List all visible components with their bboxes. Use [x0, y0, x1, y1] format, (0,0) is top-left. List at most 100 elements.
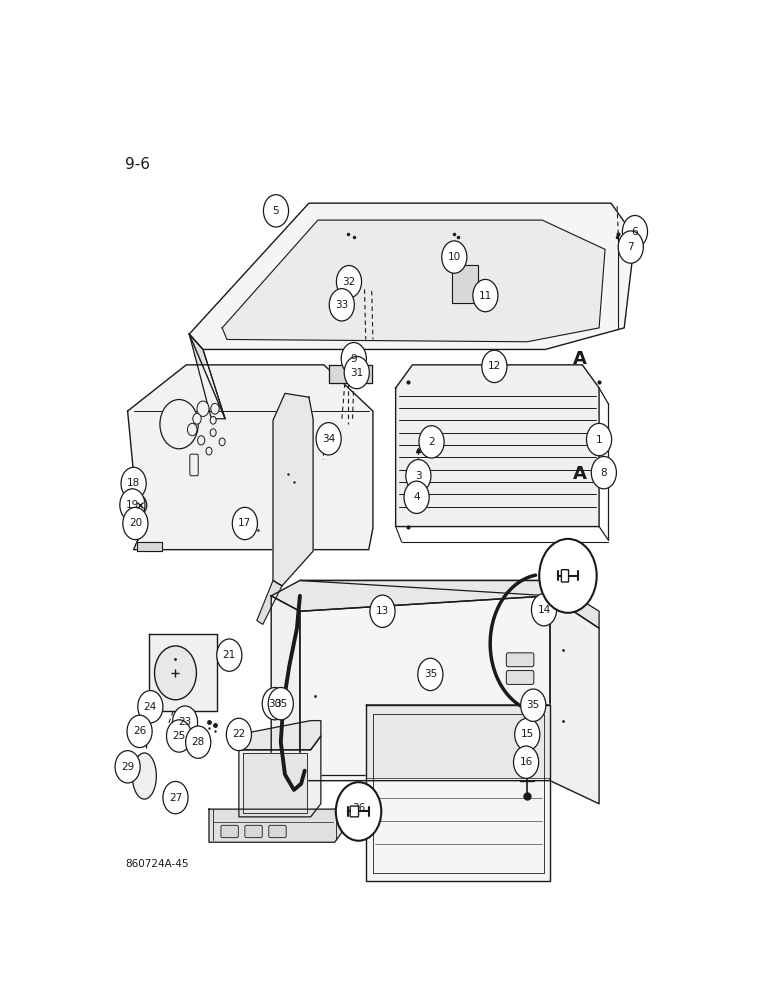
Polygon shape [189, 203, 635, 349]
Circle shape [210, 416, 216, 424]
FancyBboxPatch shape [245, 825, 262, 838]
Circle shape [154, 646, 196, 700]
Circle shape [262, 687, 287, 720]
Circle shape [185, 726, 211, 758]
Text: 9-6: 9-6 [125, 157, 151, 172]
Polygon shape [189, 334, 225, 419]
Text: 33: 33 [335, 300, 348, 310]
Circle shape [341, 343, 367, 375]
Text: 28: 28 [191, 737, 205, 747]
Text: A: A [573, 465, 587, 483]
Polygon shape [239, 736, 321, 817]
Circle shape [336, 782, 381, 841]
Polygon shape [300, 596, 550, 781]
Text: 21: 21 [222, 650, 236, 660]
Circle shape [520, 689, 546, 721]
Polygon shape [209, 796, 345, 842]
Circle shape [472, 279, 498, 312]
Circle shape [419, 426, 444, 458]
Polygon shape [300, 580, 599, 628]
Circle shape [141, 726, 151, 738]
FancyBboxPatch shape [269, 825, 286, 838]
Polygon shape [257, 580, 282, 624]
Text: 30: 30 [268, 699, 281, 709]
Circle shape [263, 195, 289, 227]
Circle shape [418, 658, 443, 691]
Text: 4: 4 [413, 492, 420, 502]
Circle shape [337, 266, 361, 298]
Polygon shape [550, 596, 599, 804]
Circle shape [160, 400, 198, 449]
Circle shape [442, 241, 467, 273]
Circle shape [121, 467, 146, 500]
Circle shape [370, 595, 395, 627]
Polygon shape [127, 365, 373, 550]
Text: 18: 18 [127, 478, 141, 488]
Text: 36: 36 [352, 803, 365, 813]
Polygon shape [239, 721, 321, 750]
Polygon shape [366, 705, 550, 881]
FancyBboxPatch shape [190, 454, 198, 476]
FancyBboxPatch shape [561, 570, 568, 582]
Circle shape [482, 350, 507, 383]
Circle shape [210, 429, 216, 436]
Text: 10: 10 [448, 252, 461, 262]
Circle shape [226, 718, 252, 751]
Circle shape [268, 687, 293, 720]
Circle shape [404, 481, 429, 513]
Circle shape [115, 751, 141, 783]
FancyBboxPatch shape [350, 806, 358, 817]
Polygon shape [273, 393, 313, 586]
Polygon shape [366, 704, 550, 778]
Circle shape [344, 356, 369, 389]
Text: 8: 8 [601, 468, 607, 478]
Polygon shape [523, 750, 532, 773]
Text: 22: 22 [232, 729, 245, 739]
Text: 7: 7 [628, 242, 634, 252]
Circle shape [206, 447, 212, 455]
Circle shape [591, 456, 616, 489]
Text: 2: 2 [428, 437, 435, 447]
Text: 32: 32 [342, 277, 356, 287]
Circle shape [167, 720, 191, 752]
Circle shape [163, 781, 188, 814]
Polygon shape [452, 265, 478, 303]
Text: 16: 16 [520, 757, 533, 767]
Text: 34: 34 [322, 434, 335, 444]
Circle shape [618, 231, 643, 263]
Text: 31: 31 [350, 368, 364, 378]
Circle shape [123, 507, 148, 540]
Circle shape [172, 706, 198, 738]
Text: 5: 5 [273, 206, 279, 216]
Circle shape [217, 639, 242, 671]
Polygon shape [396, 365, 599, 527]
FancyBboxPatch shape [506, 671, 534, 684]
Text: 35: 35 [424, 669, 437, 679]
Polygon shape [271, 596, 300, 781]
Circle shape [515, 718, 540, 751]
Circle shape [513, 746, 539, 778]
Text: 26: 26 [133, 726, 146, 736]
Polygon shape [149, 634, 218, 711]
Text: 17: 17 [239, 518, 252, 528]
Circle shape [127, 715, 152, 748]
Text: 15: 15 [520, 729, 534, 739]
Text: 12: 12 [488, 361, 501, 371]
Circle shape [133, 496, 147, 514]
Text: 14: 14 [537, 605, 550, 615]
Circle shape [316, 423, 341, 455]
Circle shape [329, 289, 354, 321]
Text: 27: 27 [169, 793, 182, 803]
Circle shape [540, 539, 597, 613]
Circle shape [197, 401, 209, 416]
Text: 35: 35 [527, 700, 540, 710]
Text: 9: 9 [350, 354, 357, 364]
Circle shape [587, 423, 611, 456]
Polygon shape [222, 220, 605, 342]
Circle shape [219, 438, 225, 446]
Circle shape [232, 507, 257, 540]
FancyBboxPatch shape [506, 653, 534, 667]
Circle shape [198, 436, 205, 445]
Ellipse shape [133, 753, 156, 799]
Polygon shape [329, 365, 372, 383]
